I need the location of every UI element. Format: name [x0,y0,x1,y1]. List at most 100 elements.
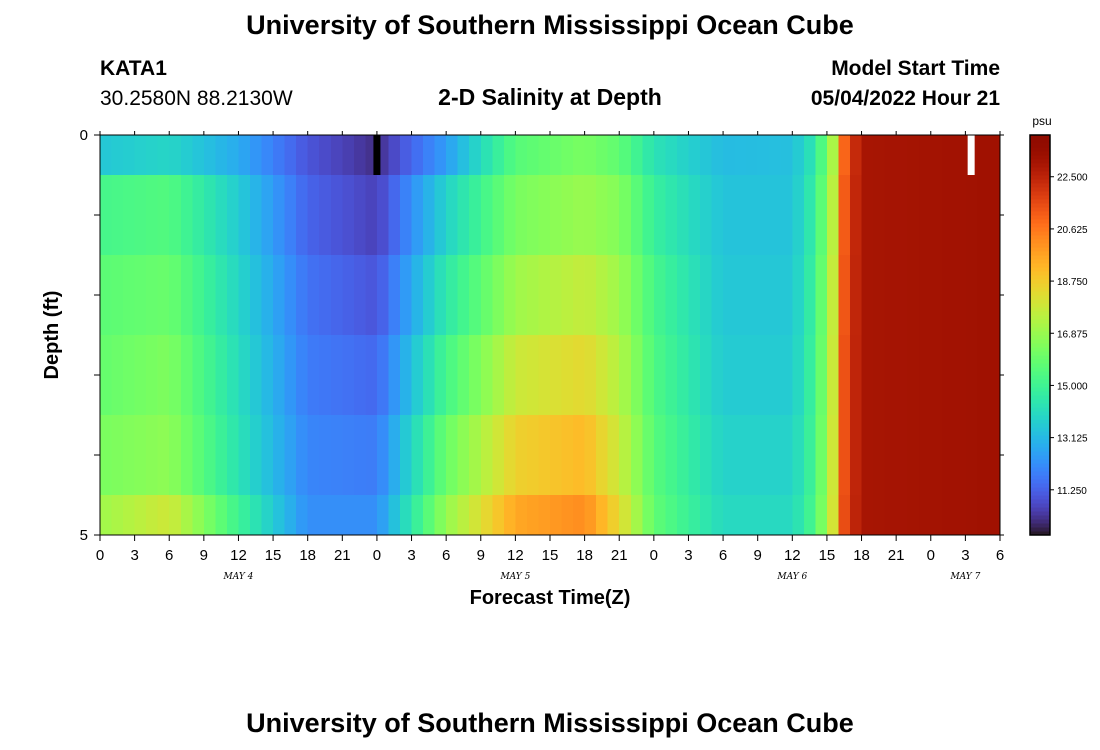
colorbar-segment [1030,375,1050,380]
heatmap-cell [284,255,297,335]
heatmap-cell [365,415,378,495]
heatmap-cell [388,135,401,175]
colorbar-segment [1030,343,1050,348]
heatmap-cell [457,415,470,495]
heatmap-cell [653,135,666,175]
colorbar-segment [1030,531,1050,536]
heatmap-cell [319,495,332,535]
heatmap-cell [573,495,586,535]
colorbar-segment [1030,303,1050,308]
colorbar-segment [1030,443,1050,448]
heatmap-cell [319,135,332,175]
colorbar-segment [1030,159,1050,164]
heatmap-cell [261,135,274,175]
heatmap-cell [676,255,690,335]
colorbar-segment [1030,291,1050,296]
colorbar-segment [1030,271,1050,276]
heatmap-cell [630,335,643,415]
colorbar-segment [1030,467,1050,472]
colorbar-tick-label: 20.625 [1057,225,1088,236]
heatmap-cell [215,495,228,535]
heatmap-cell [203,415,216,495]
heatmap-cell [676,415,690,495]
heatmap-cell [757,495,770,535]
heatmap-cell [711,175,724,255]
heatmap-cell [619,335,632,415]
heatmap-cell [411,135,424,175]
heatmap-cell [688,175,701,255]
heatmap-cell [434,255,447,335]
heatmap-cell [700,495,713,535]
heatmap-cell [273,175,286,255]
heatmap-cell [838,175,851,255]
heatmap-cell [965,415,978,495]
heatmap-cell [515,135,528,175]
heatmap-cell [134,495,147,535]
heatmap-cell [273,255,286,335]
heatmap-cell [365,175,378,255]
heatmap-cell [850,335,863,415]
heatmap-cell [261,175,274,255]
heatmap-cell [434,415,447,495]
colorbar-segment [1030,151,1050,156]
heatmap-cell [930,335,943,415]
heatmap-cell [561,335,574,415]
heatmap-cell [538,175,551,255]
heatmap-cell [757,415,770,495]
heatmap-cell [226,175,240,255]
heatmap-cell [180,255,193,335]
heatmap-cell [111,415,124,495]
colorbar-segment [1030,227,1050,232]
heatmap-cell [630,415,643,495]
heatmap-cell [907,175,920,255]
colorbar-segment [1030,287,1050,292]
heatmap-cell [596,175,609,255]
x-tick-label: 6 [442,547,450,564]
heatmap-cell [988,255,1001,335]
y-tick-label: 5 [80,527,88,544]
x-tick-label: 6 [996,547,1004,564]
heatmap-cell [607,415,620,495]
heatmap-cell [550,135,563,175]
colorbar-segment [1030,503,1050,508]
heatmap-cell [619,135,632,175]
colorbar-segment [1030,451,1050,456]
heatmap-cell [642,495,655,535]
heatmap-cell [342,255,355,335]
colorbar-segment [1030,263,1050,268]
heatmap-cell [815,415,828,495]
colorbar-segment [1030,491,1050,496]
colorbar-tick-label: 16.875 [1057,329,1088,340]
heatmap-cell [146,135,159,175]
heatmap-cell [157,335,170,415]
heatmap-cell [584,175,597,255]
heatmap-cell [273,135,286,175]
heatmap-cell [653,255,666,335]
heatmap-cell [503,335,516,415]
station-coords: 30.2580N 88.2130W [100,87,293,110]
heatmap-cell [676,175,690,255]
heatmap-cell [700,335,713,415]
heatmap-cell [123,335,136,415]
colorbar-frame [1029,134,1051,536]
heatmap-cell [711,135,724,175]
heatmap-cell [469,175,482,255]
heatmap-cell [803,175,816,255]
heatmap-cell [296,495,309,535]
heatmap-cell [146,175,159,255]
x-tick-label: 0 [927,547,935,564]
heatmap-cell [734,175,747,255]
heatmap-cell [688,495,701,535]
heatmap-cell [423,175,436,255]
heatmap-cell [700,415,713,495]
heatmap-cell [792,495,805,535]
heatmap-cell [411,175,424,255]
heatmap-cell [526,255,540,335]
heatmap-cell [815,255,828,335]
heatmap-cell [434,335,447,415]
heatmap-cell [226,335,240,415]
heatmap-cell [423,135,436,175]
colorbar-segment [1030,519,1050,524]
heatmap-cell [550,255,563,335]
